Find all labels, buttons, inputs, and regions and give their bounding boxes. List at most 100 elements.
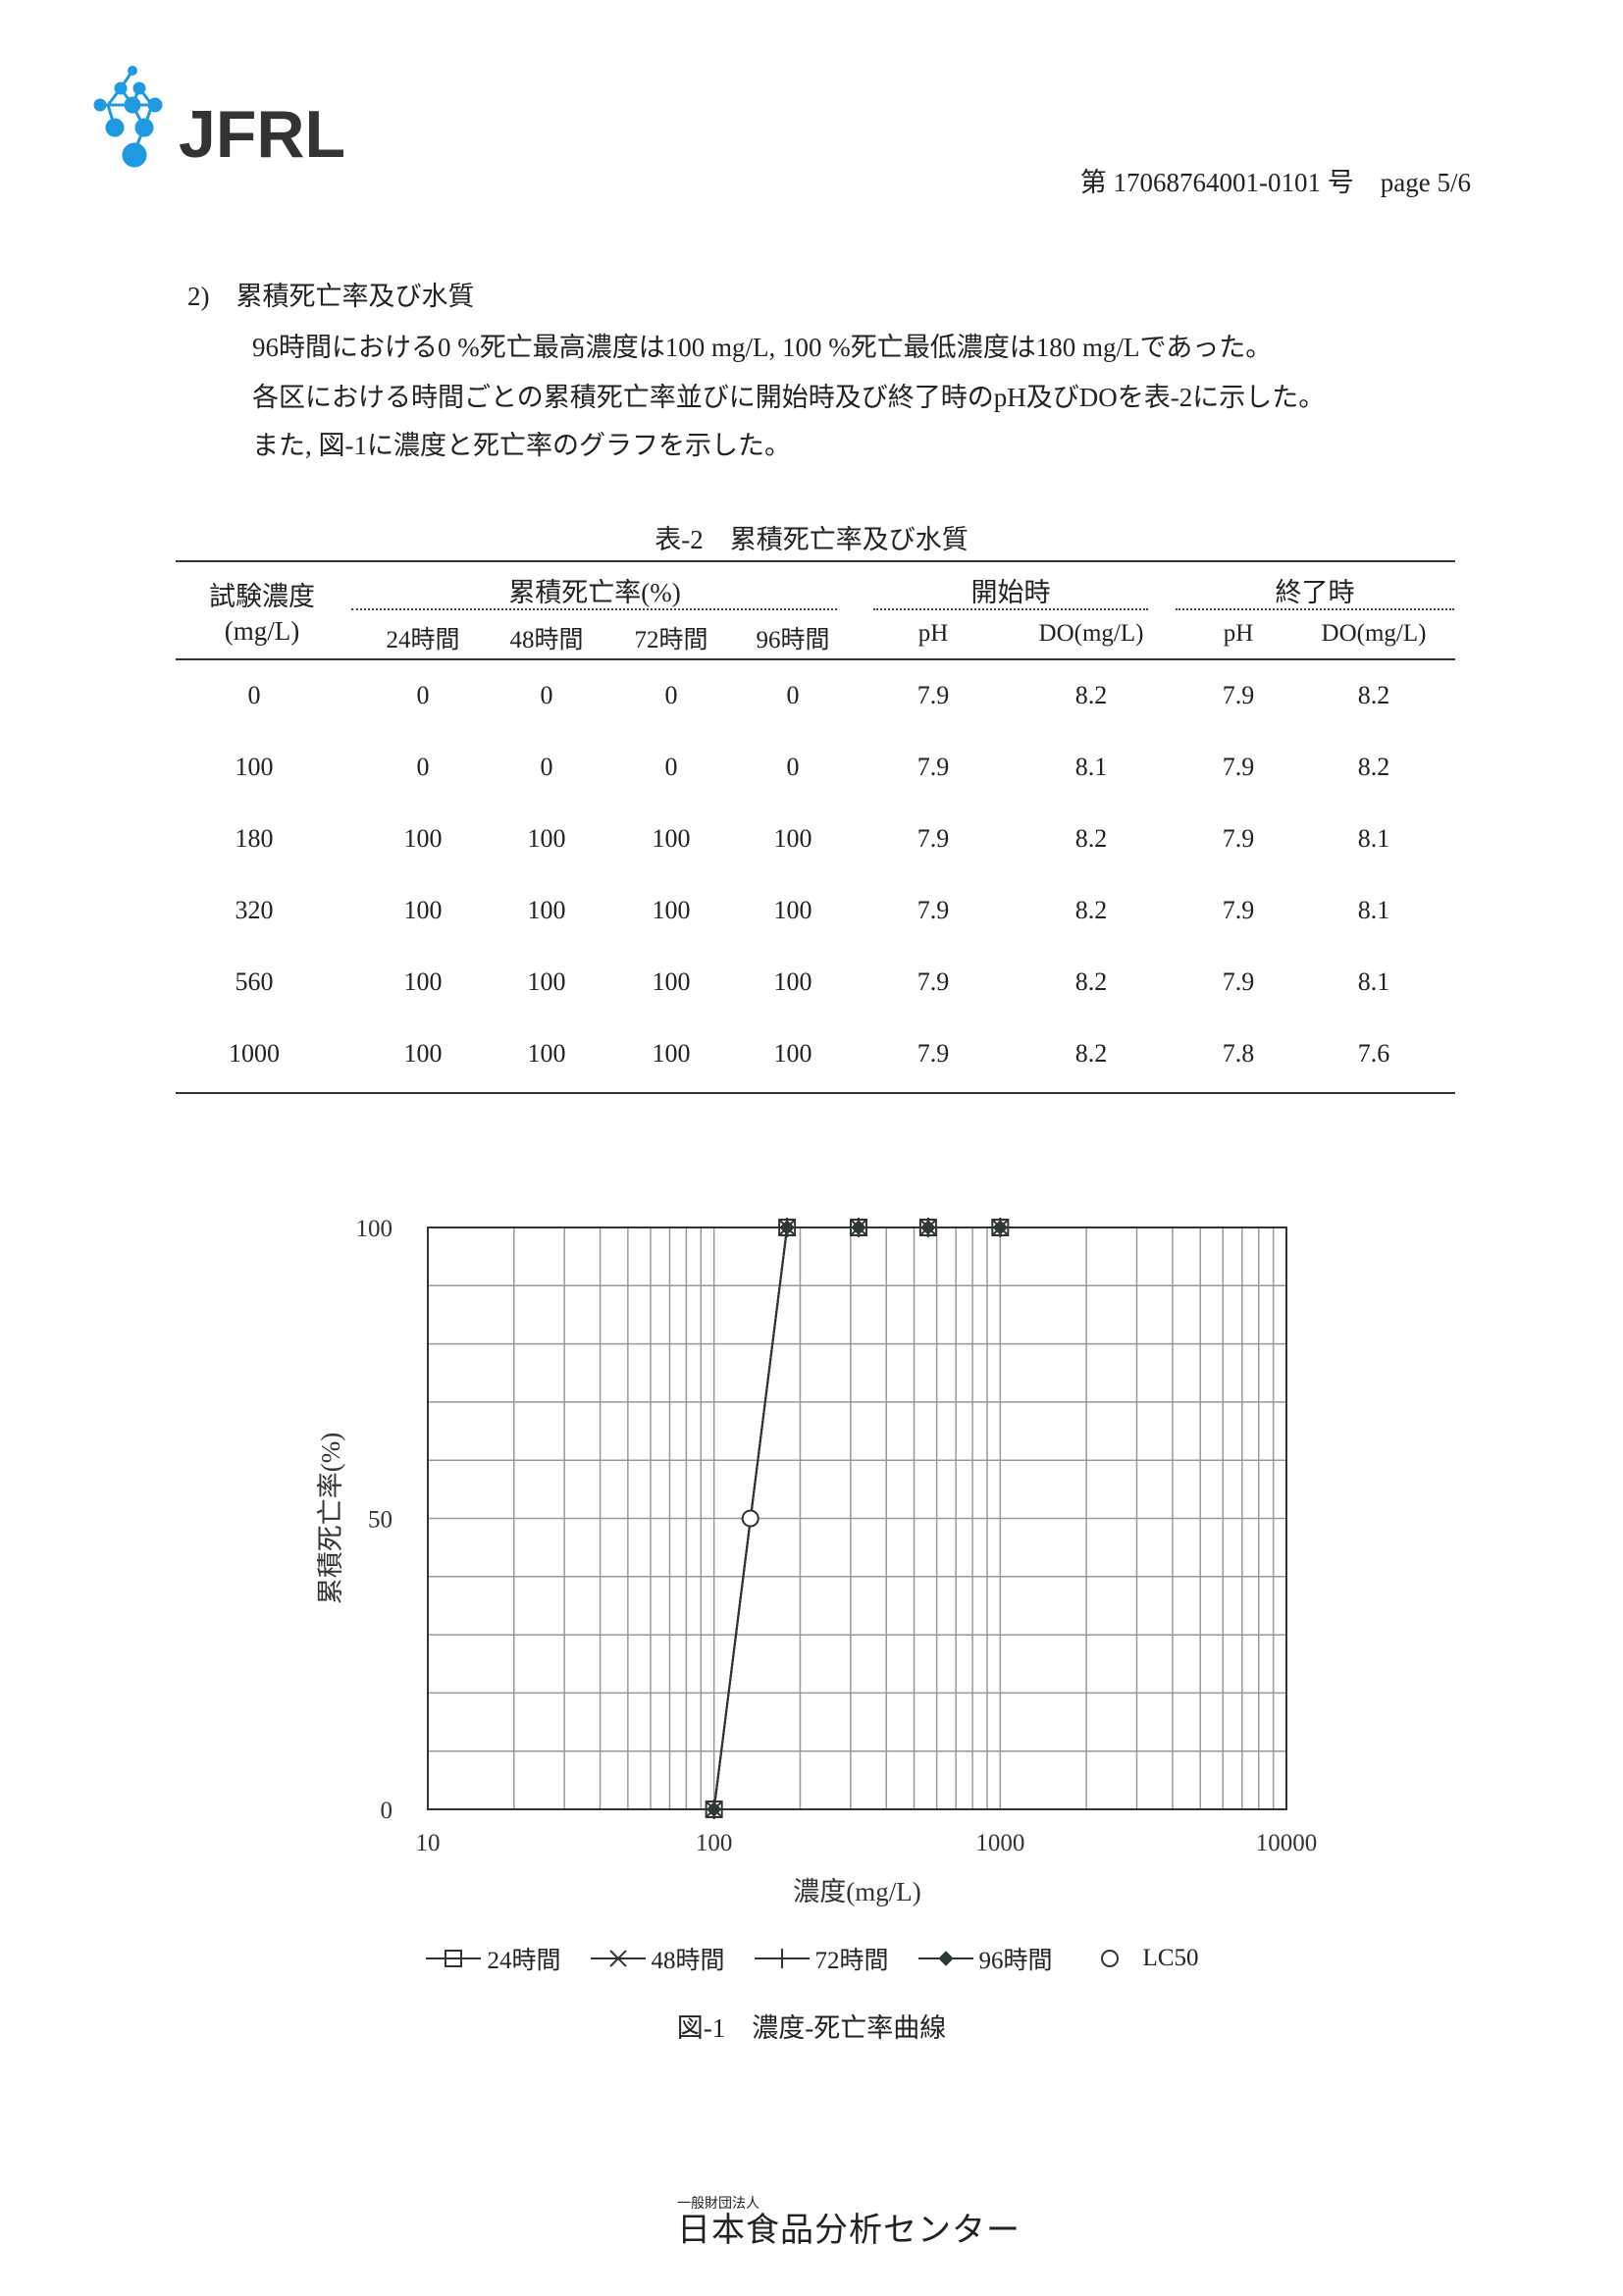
circle-marker xyxy=(741,1509,759,1528)
table-cell: 0 xyxy=(540,753,553,781)
table-cell: 0 xyxy=(540,681,553,709)
table-cell: 7.9 xyxy=(916,824,950,853)
sub-header: DO(mg/L) xyxy=(1038,620,1144,647)
org-type: 一般財団法人 xyxy=(677,2196,759,2212)
x-tick-label: 10 xyxy=(416,1830,441,1856)
table-cell: 100 xyxy=(773,824,812,853)
table-cell: 0 xyxy=(416,681,430,709)
table-cell: 7.9 xyxy=(916,681,950,709)
table-cell: 100 xyxy=(403,967,443,996)
legend-item: 96時間 xyxy=(916,1941,1053,1976)
table-cell: 8.2 xyxy=(1074,1039,1108,1068)
paragraph-line: また, 図-1に濃度と死亡率のグラフを示した。 xyxy=(252,431,791,460)
sub-header: 24時間 xyxy=(386,627,460,653)
table-cell: 100 xyxy=(403,1039,443,1068)
org-name: 日本食品分析センター xyxy=(677,2211,1021,2250)
table-header-rule xyxy=(176,658,1455,660)
table-cell: 8.1 xyxy=(1074,753,1108,781)
table-cell: 560 xyxy=(235,967,274,996)
table-cell: 0 xyxy=(664,681,678,709)
legend-item: 72時間 xyxy=(753,1941,889,1976)
table-cell: 100 xyxy=(527,1039,566,1068)
table-title: 表-2 累積死亡率及び水質 xyxy=(654,525,969,554)
legend-item: LC50 xyxy=(1080,1945,1199,1972)
logo-text: JFRL xyxy=(179,97,345,172)
sub-header: pH xyxy=(917,620,949,647)
circle-marker xyxy=(1100,1950,1119,1967)
mortality-group-rule xyxy=(351,608,837,610)
jfrl-logo: JFRL xyxy=(88,61,393,174)
table-cell: 100 xyxy=(235,753,274,781)
header-concentration-unit: (mg/L) xyxy=(224,616,300,646)
legend-label: 48時間 xyxy=(651,1948,725,1974)
legend-label: LC50 xyxy=(1142,1945,1199,1971)
table-cell: 320 xyxy=(235,896,274,924)
section-heading: 2) 累積死亡率及び水質 xyxy=(187,282,475,311)
end-group-rule xyxy=(1176,608,1454,610)
table-cell: 0 xyxy=(247,681,261,709)
header-start: 開始時 xyxy=(970,578,1051,607)
x-tick-label: 10000 xyxy=(1256,1830,1318,1856)
sub-header: 48時間 xyxy=(509,627,584,653)
sub-header: 96時間 xyxy=(756,627,830,653)
molecule-logo-icon: JFRL xyxy=(93,66,345,172)
header-concentration: 試験濃度 xyxy=(209,582,315,611)
table-cell: 7.9 xyxy=(1222,824,1255,853)
table-cell: 7.9 xyxy=(1222,681,1255,709)
start-group-rule xyxy=(873,608,1148,610)
footer-organization: 一般財団法人 日本食品分析センター xyxy=(677,2193,1021,2248)
table-cell: 7.9 xyxy=(916,1039,950,1068)
table-cell: 8.2 xyxy=(1357,681,1390,709)
table-cell: 8.2 xyxy=(1074,896,1108,924)
figure-caption: 図-1 濃度-死亡率曲線 xyxy=(676,2013,947,2043)
table-cell: 0 xyxy=(786,681,800,709)
table-cell: 100 xyxy=(773,896,812,924)
sub-header: pH xyxy=(1223,620,1254,647)
table-cell: 100 xyxy=(652,824,691,853)
table-cell: 8.1 xyxy=(1357,824,1390,853)
y-tick-label: 50 xyxy=(368,1507,393,1534)
table-cell: 7.8 xyxy=(1222,1039,1255,1068)
table-cell: 0 xyxy=(664,753,678,781)
table-cell: 7.9 xyxy=(916,967,950,996)
table-cell: 8.1 xyxy=(1357,896,1390,924)
diamond-marker xyxy=(779,1220,795,1235)
table-top-rule xyxy=(176,560,1455,562)
table-cell: 7.9 xyxy=(1222,967,1255,996)
legend-label: 72時間 xyxy=(814,1948,889,1974)
x-marker xyxy=(608,1950,627,1967)
table-cell: 100 xyxy=(773,967,812,996)
diamond-marker xyxy=(851,1220,866,1235)
x-tick-label: 1000 xyxy=(975,1830,1024,1856)
table-cell: 100 xyxy=(652,967,691,996)
plus-legend-icon xyxy=(754,1949,810,1968)
paragraph-line: 96時間における0 %死亡最高濃度は100 mg/L, 100 %死亡最低濃度は… xyxy=(252,333,1273,362)
square-legend-icon xyxy=(426,1950,482,1967)
table-cell: 7.9 xyxy=(1222,753,1255,781)
y-tick-label: 100 xyxy=(356,1216,393,1242)
table-cell: 100 xyxy=(403,824,443,853)
table-cell: 100 xyxy=(652,896,691,924)
sub-header: 72時間 xyxy=(634,627,708,653)
table-cell: 7.6 xyxy=(1357,1039,1390,1068)
table-cell: 100 xyxy=(527,967,566,996)
table-cell: 100 xyxy=(527,824,566,853)
legend-item: 24時間 xyxy=(424,1941,561,1976)
table-cell: 8.2 xyxy=(1074,824,1108,853)
circle-legend-icon xyxy=(1100,1950,1119,1967)
table-cell: 8.1 xyxy=(1357,967,1390,996)
table-cell: 0 xyxy=(416,753,430,781)
legend-label: 96時間 xyxy=(978,1948,1053,1974)
table-cell: 100 xyxy=(652,1039,691,1068)
diamond-legend-icon xyxy=(917,1951,973,1966)
table-cell: 8.2 xyxy=(1357,753,1390,781)
header-mortality: 累積死亡率(%) xyxy=(508,578,681,607)
y-axis-label: 累積死亡率(%) xyxy=(316,1433,345,1604)
legend-item: 48時間 xyxy=(589,1941,725,1976)
table-cell: 180 xyxy=(235,824,274,853)
table-cell: 0 xyxy=(786,753,800,781)
table-cell: 7.9 xyxy=(1222,896,1255,924)
table-cell: 100 xyxy=(527,896,566,924)
table-cell: 7.9 xyxy=(916,896,950,924)
